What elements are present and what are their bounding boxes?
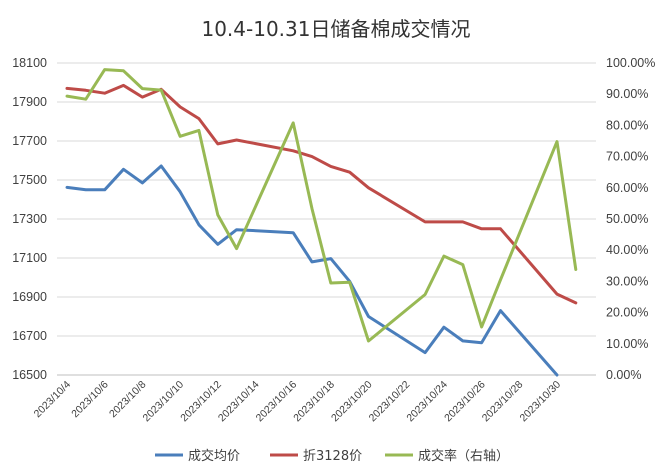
legend-label: 成交均价	[188, 448, 240, 464]
left-axis-tick-label: 16900	[12, 290, 47, 304]
x-axis-tick-label: 2023/10/6	[69, 379, 111, 421]
right-axis-tick-label: 100.00%	[606, 56, 655, 70]
right-axis-tick-label: 80.00%	[606, 118, 648, 132]
left-axis-tick-label: 17100	[12, 251, 47, 265]
right-axis-tick-label: 30.00%	[606, 274, 648, 288]
x-axis: 2023/10/42023/10/62023/10/82023/10/10202…	[32, 374, 596, 425]
series-lines	[65, 68, 578, 377]
right-axis-tick-label: 10.00%	[606, 337, 648, 351]
series-line	[65, 164, 559, 377]
right-axis: 0.00% 10.00% 20.00% 30.00% 40.00% 50.00% 60.00…	[606, 56, 655, 382]
legend-label: 折3128价	[303, 449, 362, 464]
right-axis-tick-label: 90.00%	[606, 87, 648, 101]
right-axis-tick-label: 20.00%	[606, 306, 648, 320]
left-axis-tick-label: 17700	[12, 134, 47, 148]
right-axis-tick-label: 60.00%	[606, 181, 648, 195]
legend: 成交均价 折3128价 成交率（右轴）	[155, 448, 509, 464]
x-axis-tick-label: 2023/10/30	[517, 379, 563, 425]
right-axis-tick-label: 40.00%	[606, 243, 648, 257]
right-axis-tick-label: 0.00%	[606, 368, 641, 382]
series-line	[65, 83, 578, 305]
left-axis-tick-label: 18100	[12, 56, 47, 70]
chart-title: 10.4-10.31日储备棉成交情况	[201, 17, 470, 41]
left-axis-tick-label: 16500	[12, 368, 47, 382]
left-axis-tick-label: 17500	[12, 173, 47, 187]
right-axis-tick-label: 50.00%	[606, 212, 648, 226]
left-axis: 16500 16700 16900 17100 17300 17500 17700 17900…	[12, 56, 47, 382]
left-axis-tick-label: 17900	[12, 95, 47, 109]
series-line	[65, 68, 578, 343]
x-axis-tick-label: 2023/10/4	[32, 379, 74, 421]
left-axis-tick-label: 16700	[12, 329, 47, 343]
legend-label: 成交率（右轴）	[418, 448, 509, 464]
left-axis-tick-label: 17300	[12, 212, 47, 226]
right-axis-tick-label: 70.00%	[606, 150, 648, 164]
